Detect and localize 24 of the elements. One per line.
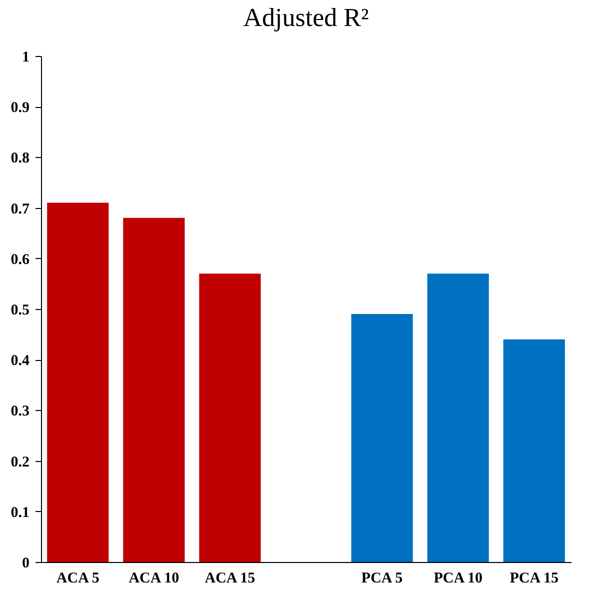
bar (503, 339, 565, 562)
y-tick-label: 0.8 (10, 150, 30, 167)
x-tick-label: PCA 15 (510, 570, 558, 586)
x-tick-label: ACA 15 (204, 570, 256, 586)
y-tick-label: 0.9 (10, 100, 30, 116)
bar (427, 274, 489, 562)
x-tick-label: ACA 5 (56, 570, 100, 586)
y-tick-label: 0.2 (10, 454, 30, 470)
y-tick-label: 0.6 (10, 252, 30, 268)
chart-title: Adjusted R² (243, 3, 369, 32)
y-tick-label: 0.4 (10, 353, 30, 370)
y-tick-label: 0.3 (10, 404, 30, 420)
x-tick-label: PCA 10 (434, 570, 482, 586)
y-tick-label: 0.7 (10, 201, 30, 218)
y-tick-label: 0.1 (10, 504, 30, 521)
y-tick-label: 1 (22, 50, 30, 66)
x-tick-label: ACA 10 (128, 570, 180, 586)
bar (47, 202, 109, 562)
bar (199, 274, 261, 562)
bar (351, 314, 413, 562)
x-tick-label: PCA 5 (361, 570, 403, 586)
bar (123, 218, 185, 562)
y-tick-label: 0.5 (10, 302, 30, 318)
y-tick-label: 0 (22, 556, 30, 572)
